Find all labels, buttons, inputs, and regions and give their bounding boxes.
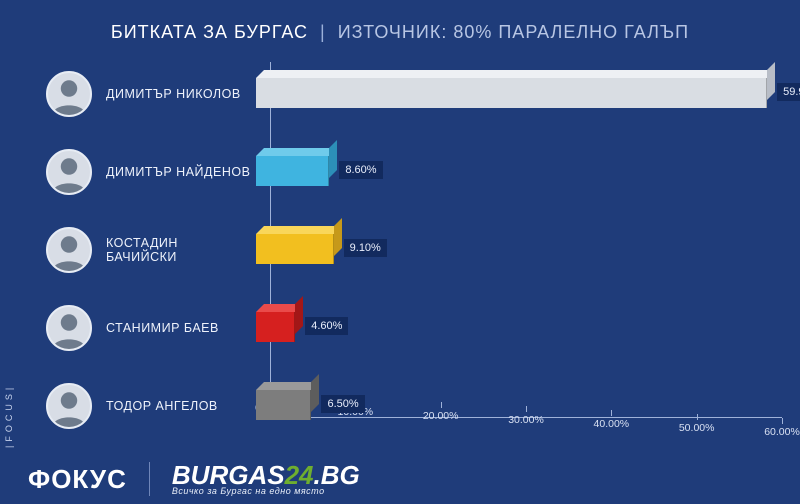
bar-top-face: [256, 382, 319, 390]
bar: [256, 156, 337, 186]
candidate-name: ДИМИТЪР НАЙДЕНОВ: [92, 165, 252, 179]
candidate-row: ТОДОР АНГЕЛОВ 6.50%: [46, 382, 782, 430]
bar-front-face: [256, 234, 334, 264]
candidate-row: СТАНИМИР БАЕВ 4.60%: [46, 304, 782, 352]
candidate-avatar: [46, 305, 92, 351]
candidate-avatar: [46, 227, 92, 273]
bar-track: 6.50%: [256, 386, 782, 426]
footer-separator: [149, 462, 150, 496]
candidate-name: КОСТАДИН БАЧИЙСКИ: [92, 236, 252, 264]
bar-side-face: [334, 218, 342, 256]
candidate-name: ДИМИТЪР НИКОЛОВ: [92, 87, 252, 101]
chart-header: БИТКАТА ЗА БУРГАС | ИЗТОЧНИК: 80% ПАРАЛЕ…: [0, 0, 800, 43]
bar: [256, 234, 342, 264]
bar-track: 8.60%: [256, 152, 782, 192]
title-separator: |: [320, 22, 326, 42]
bar-side-face: [295, 296, 303, 334]
person-icon: [48, 385, 90, 427]
brand-focus-text: ФОКУС: [28, 464, 127, 495]
person-icon: [48, 307, 90, 349]
bar-front-face: [256, 390, 311, 420]
bar-side-face: [311, 374, 319, 412]
person-icon: [48, 229, 90, 271]
chart-subtitle: ИЗТОЧНИК: 80% ПАРАЛЕЛНО ГАЛЪП: [338, 22, 689, 42]
bar-chart: 0.00%10.00%20.00%30.00%40.00%50.00%60.00…: [0, 56, 800, 448]
chart-title: БИТКАТА ЗА БУРГАС: [111, 22, 308, 42]
side-brand-text: |FOCUS|: [4, 384, 14, 448]
person-icon: [48, 151, 90, 193]
footer: ФОКУС BURGAS24.BG Всичко за Бургас на ед…: [0, 454, 800, 504]
person-icon: [48, 73, 90, 115]
bar-top-face: [256, 70, 775, 78]
bar-track: 9.10%: [256, 230, 782, 270]
bar: [256, 312, 303, 342]
candidate-name: ТОДОР АНГЕЛОВ: [92, 399, 252, 413]
tick-mark: [782, 418, 783, 424]
candidate-name: СТАНИМИР БАЕВ: [92, 321, 252, 335]
bar-front-face: [256, 78, 767, 108]
candidate-avatar: [46, 149, 92, 195]
candidate-row: ДИМИТЪР НИКОЛОВ 59.90%: [46, 70, 782, 118]
bar-front-face: [256, 312, 295, 342]
bar: [256, 390, 319, 420]
candidate-avatar: [46, 71, 92, 117]
bar-side-face: [329, 140, 337, 178]
brand-burgas24-logo: BURGAS24.BG Всичко за Бургас на едно мяс…: [172, 462, 360, 496]
bar-value-label: 6.50%: [321, 395, 364, 413]
candidate-avatar: [46, 383, 92, 429]
bar-side-face: [767, 62, 775, 100]
brand-focus-logo: ФОКУС: [28, 464, 127, 495]
bar-value-label: 8.60%: [339, 161, 382, 179]
bar-top-face: [256, 148, 337, 156]
bar-value-label: 59.90%: [777, 83, 800, 101]
bar-track: 4.60%: [256, 308, 782, 348]
bar-track: 59.90%: [256, 74, 782, 114]
bar-front-face: [256, 156, 329, 186]
bar-value-label: 9.10%: [344, 239, 387, 257]
bar-value-label: 4.60%: [305, 317, 348, 335]
candidate-row: КОСТАДИН БАЧИЙСКИ 9.10%: [46, 226, 782, 274]
bar-top-face: [256, 226, 342, 234]
candidate-row: ДИМИТЪР НАЙДЕНОВ 8.60%: [46, 148, 782, 196]
bar: [256, 78, 775, 108]
